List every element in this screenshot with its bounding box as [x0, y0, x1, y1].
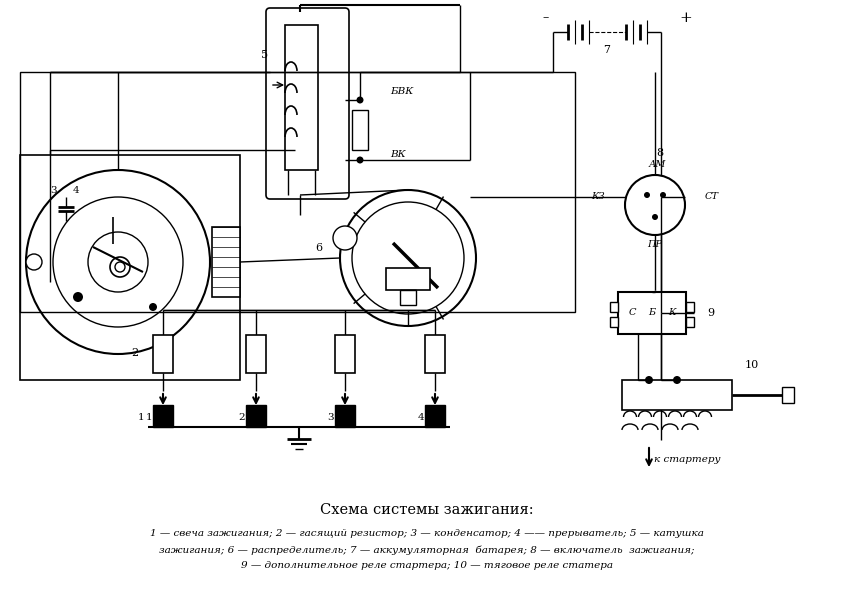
Bar: [334, 335, 355, 373]
Text: –: –: [543, 12, 548, 24]
Text: БВК: БВК: [390, 87, 413, 97]
Bar: [351, 110, 368, 150]
Circle shape: [339, 190, 475, 326]
Text: 8: 8: [656, 148, 663, 158]
Bar: [781, 387, 793, 403]
Text: Б: Б: [647, 309, 655, 318]
Bar: [618, 292, 685, 334]
Circle shape: [73, 292, 83, 302]
Text: 5: 5: [261, 50, 268, 60]
Circle shape: [651, 214, 657, 220]
Circle shape: [333, 226, 357, 250]
Text: 9 — дополнительное реле стартера; 10 — тяговое реле статера: 9 — дополнительное реле стартера; 10 — т…: [241, 562, 612, 571]
Text: 1: 1: [137, 412, 144, 422]
Text: КЗ: КЗ: [590, 192, 604, 202]
Text: 10: 10: [744, 360, 758, 370]
Circle shape: [644, 376, 653, 384]
Text: 3: 3: [328, 412, 334, 422]
Text: 4: 4: [417, 412, 424, 422]
Text: С: С: [628, 309, 635, 318]
Bar: [685, 302, 693, 312]
Bar: [685, 317, 693, 327]
Text: к стартеру: к стартеру: [653, 455, 719, 464]
Bar: [425, 405, 444, 427]
Circle shape: [624, 175, 684, 235]
Circle shape: [356, 97, 363, 103]
Text: К: К: [667, 309, 675, 318]
Bar: [609, 302, 618, 312]
Circle shape: [115, 262, 125, 272]
Text: 2: 2: [131, 348, 138, 358]
Bar: [153, 405, 173, 427]
Circle shape: [53, 197, 183, 327]
Text: 7: 7: [603, 45, 610, 55]
Text: 9: 9: [706, 308, 714, 318]
Circle shape: [110, 257, 130, 277]
Bar: [246, 405, 265, 427]
Bar: [425, 335, 444, 373]
Bar: [153, 335, 173, 373]
Circle shape: [351, 202, 463, 314]
Bar: [621, 380, 731, 410]
Text: +: +: [679, 11, 692, 25]
Circle shape: [643, 192, 649, 198]
Bar: [20, 72, 574, 312]
FancyBboxPatch shape: [265, 8, 349, 199]
Text: ПР: ПР: [647, 241, 662, 249]
Text: 2: 2: [238, 412, 245, 422]
Text: 1: 1: [146, 412, 152, 422]
Bar: [399, 290, 415, 305]
Text: СТ: СТ: [705, 192, 718, 202]
Text: ВК: ВК: [390, 150, 405, 159]
Bar: [212, 227, 240, 297]
Bar: [386, 268, 430, 290]
Text: Схема системы зажигания:: Схема системы зажигания:: [320, 503, 533, 517]
Circle shape: [88, 232, 148, 292]
Circle shape: [672, 376, 680, 384]
Bar: [609, 317, 618, 327]
Text: зажигания; 6 — распределитель; 7 — аккумуляторная  батарея; 8 — включатель  зажи: зажигания; 6 — распределитель; 7 — аккум…: [159, 545, 694, 555]
Text: 1 — свеча зажигания; 2 — гасящий резистор; 3 — конденсатор; 4 —— прерыватель; 5 : 1 — свеча зажигания; 2 — гасящий резисто…: [150, 530, 703, 538]
Text: 4: 4: [73, 186, 79, 196]
Text: 6: 6: [315, 243, 322, 253]
Text: АМ: АМ: [647, 161, 664, 169]
Bar: [334, 405, 355, 427]
Text: 3: 3: [50, 186, 57, 196]
Bar: [285, 25, 317, 170]
Bar: [246, 335, 265, 373]
Circle shape: [148, 303, 157, 311]
Circle shape: [26, 254, 42, 270]
Circle shape: [26, 170, 210, 354]
Circle shape: [356, 156, 363, 164]
Bar: [20, 155, 240, 380]
Circle shape: [659, 192, 665, 198]
